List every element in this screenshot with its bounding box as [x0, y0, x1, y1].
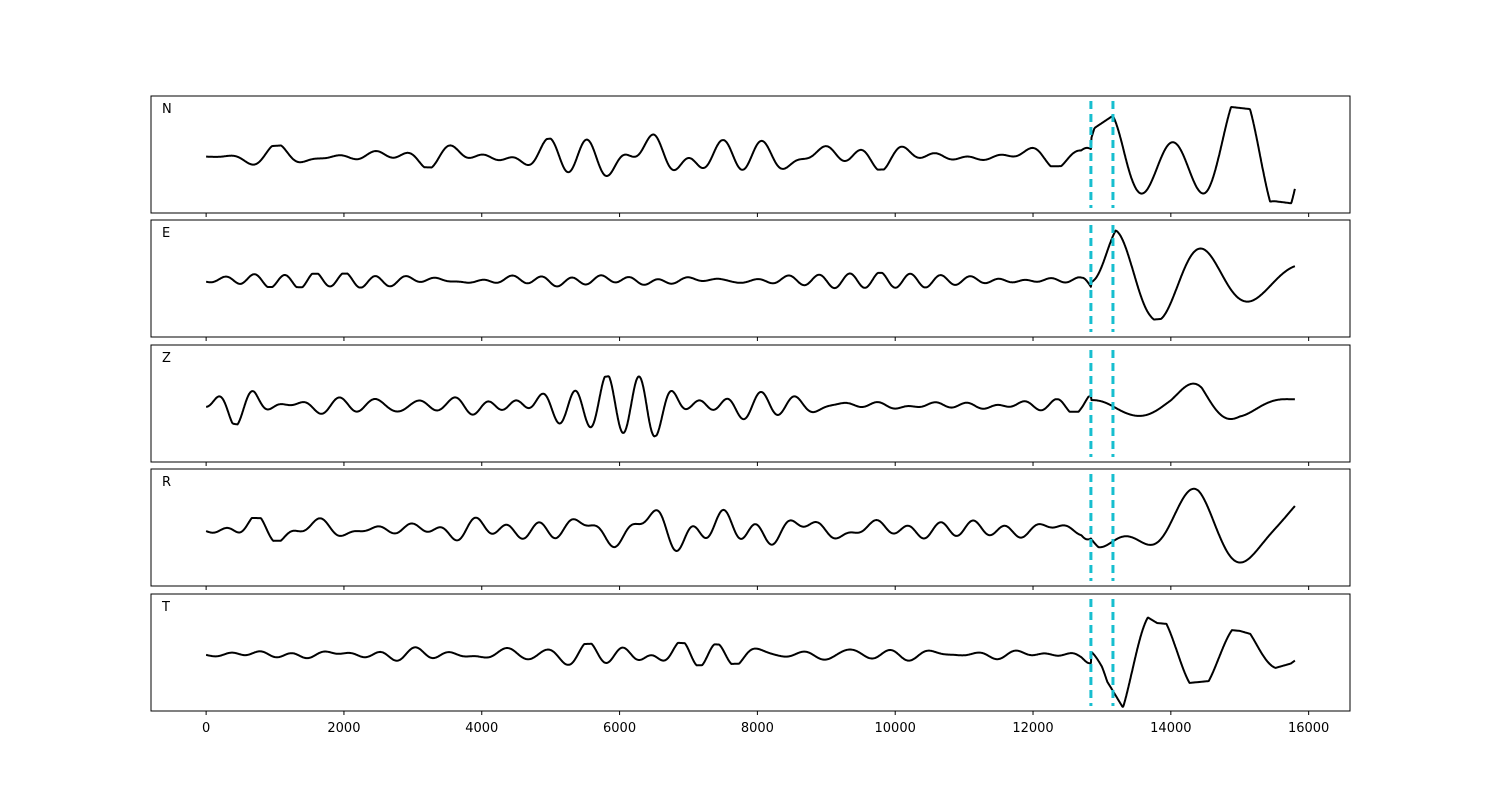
x-tick-label: 10000 — [875, 721, 916, 736]
x-tick-label: 0 — [202, 721, 210, 736]
panel-frame — [150, 219, 1351, 338]
panel-label-e: E — [162, 226, 170, 241]
panel-e: E — [150, 219, 1351, 341]
x-tick-label: 6000 — [603, 721, 636, 736]
x-tick-label: 12000 — [1012, 721, 1053, 736]
x-tick-label: 8000 — [741, 721, 774, 736]
panel-r: R — [150, 468, 1351, 590]
panel-group: N E Z R T — [150, 95, 1351, 715]
panel-t: T — [150, 593, 1351, 715]
panel-frame — [150, 593, 1351, 712]
waveform-n — [205, 106, 1296, 205]
panel-frame — [150, 468, 1351, 587]
waveform-r — [205, 487, 1296, 564]
panel-frame — [150, 95, 1351, 214]
waveform-e — [205, 229, 1296, 321]
panel-label-z: Z — [162, 351, 171, 366]
panel-n: N — [150, 95, 1351, 217]
panel-label-r: R — [162, 475, 171, 490]
panel-z: Z — [150, 344, 1351, 466]
x-tick-label: 14000 — [1150, 721, 1191, 736]
x-tick-label: 16000 — [1288, 721, 1329, 736]
panel-label-n: N — [162, 102, 172, 117]
panel-frame — [150, 344, 1351, 463]
x-axis: 0 2000 4000 6000 8000 10000 12000 14000 16000 — [202, 721, 1329, 736]
panel-label-t: T — [161, 600, 170, 615]
x-tick-label: 2000 — [327, 721, 360, 736]
waveform-t — [205, 616, 1296, 708]
x-tick-label: 4000 — [465, 721, 498, 736]
waveform-z — [205, 375, 1296, 438]
